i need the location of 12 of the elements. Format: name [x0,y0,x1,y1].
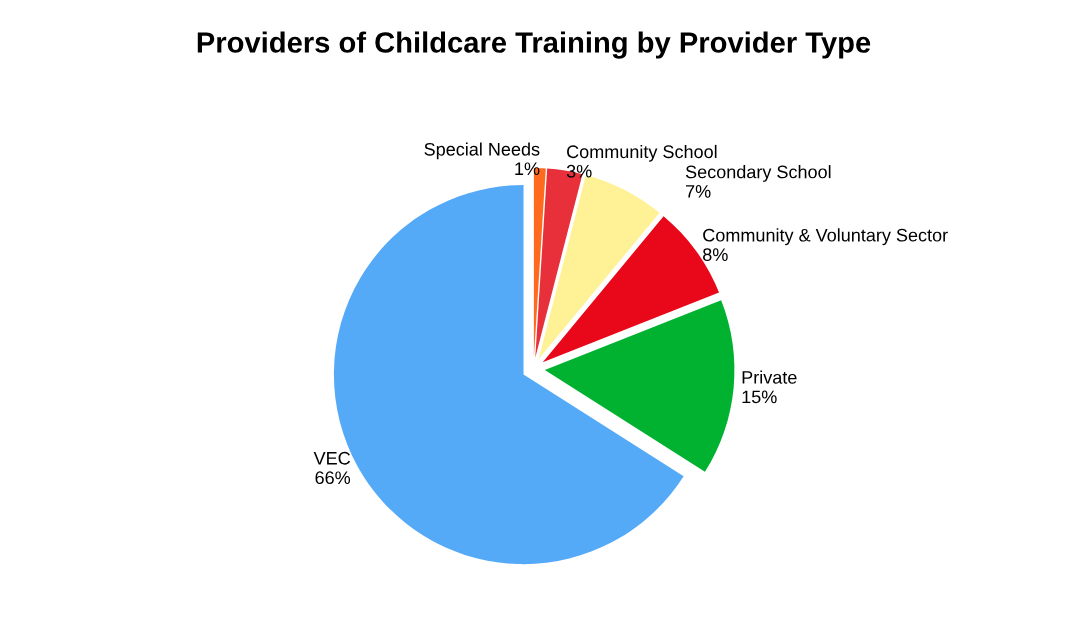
data-label: 8% [703,248,728,261]
slice-label: Private [742,370,797,384]
slice-label: Special Needs [424,142,540,160]
slice-label: Secondary School [685,165,831,182]
slice-label: Community & Voluntary Sector [703,228,948,246]
chart-title: Providers of Childcare Training by Provider Type [197,31,871,59]
slice-label: VEC [313,451,351,465]
slice-label: Community School [567,144,717,162]
data-label: 7% [686,185,711,198]
data-label: 15% [742,390,777,404]
data-label: 1% [515,162,540,176]
data-label: 66% [315,471,351,485]
